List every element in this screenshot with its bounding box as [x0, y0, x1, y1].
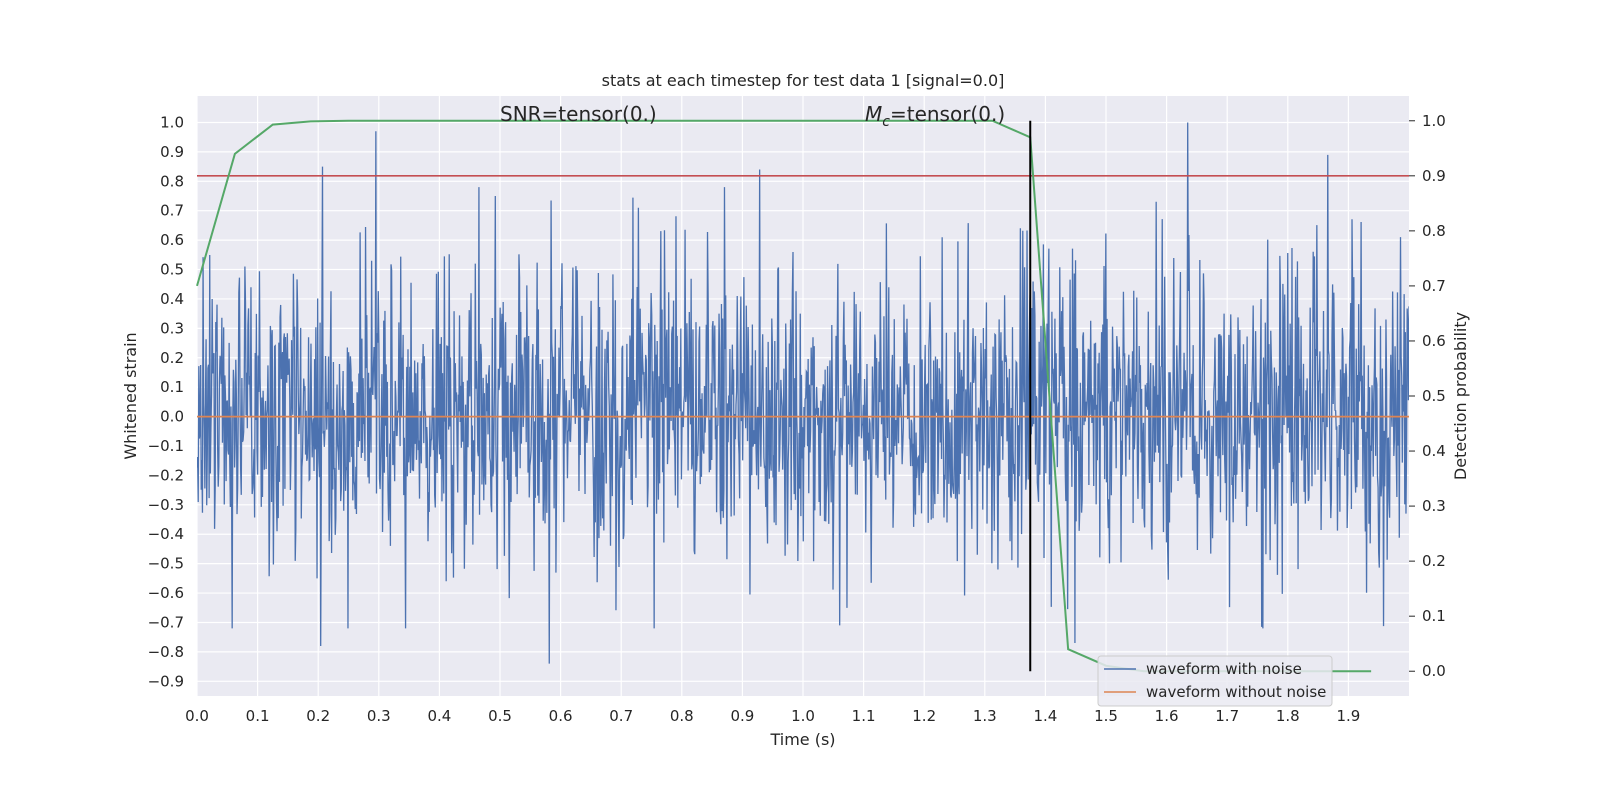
x-tick-label: 1.3	[973, 707, 997, 725]
y-axis-label: Whitened strain	[121, 332, 140, 459]
x-tick-label: 1.4	[1033, 707, 1057, 725]
x-tick-label: 0.8	[670, 707, 694, 725]
y-tick-label: −0.7	[148, 613, 184, 631]
legend-box	[1097, 655, 1333, 707]
y2-tick-label: 0.7	[1422, 277, 1446, 295]
y-tick-label: 0.7	[160, 202, 184, 220]
y2-tick-label: 0.6	[1422, 332, 1446, 350]
mc-value: =tensor(0.)	[890, 102, 1005, 126]
y-tick-label: 0.8	[160, 172, 184, 190]
y-tick-label: 0.3	[160, 319, 184, 337]
legend: waveform with noise waveform without noi…	[1097, 655, 1333, 707]
y2-tick-labels: 1.0 0.9 0.8 0.7 0.6 0.5 0.4 0.3 0.2 0.1 0.0	[1409, 112, 1446, 680]
mc-annotation: Mc=tensor(0.)	[865, 102, 1005, 130]
y-tick-labels: 1.0 0.9 0.8 0.7 0.6 0.5 0.4 0.3 0.2 0.1 0.0 −0.1 −0.…	[148, 113, 184, 690]
y2-axis-label: Detection probability	[1451, 312, 1470, 480]
y-tick-label: −0.5	[148, 555, 184, 573]
x-tick-label: 1.2	[912, 707, 936, 725]
chart-title: stats at each timestep for test data 1 […	[602, 71, 1005, 90]
x-tick-label: 0.3	[367, 707, 391, 725]
y-tick-label: 0.4	[160, 290, 184, 308]
y-tick-label: 1.0	[160, 113, 184, 131]
x-tick-label: 1.5	[1094, 707, 1118, 725]
y2-tick-label: 0.0	[1422, 662, 1446, 680]
x-tick-label: 0.2	[306, 707, 330, 725]
noise-waveform-line	[197, 122, 1409, 664]
y2-tick-label: 0.4	[1422, 442, 1446, 460]
x-tick-label: 1.6	[1155, 707, 1179, 725]
x-tick-label: 0.5	[488, 707, 512, 725]
y-tick-label: −0.8	[148, 643, 184, 661]
x-tick-label: 0.7	[609, 707, 633, 725]
x-tick-labels: 0.0 0.1 0.2 0.3 0.4 0.5 0.6 0.7 0.8 0.9 1.0 1.1 1.2 1…	[185, 707, 1360, 725]
y-tick-label: 0.0	[160, 408, 184, 426]
x-tick-label: 1.9	[1336, 707, 1360, 725]
mc-symbol: M	[865, 102, 882, 126]
y-tick-label: −0.2	[148, 466, 184, 484]
series-layer	[197, 122, 1409, 664]
y2-tick-label: 0.1	[1422, 607, 1446, 625]
y-tick-label: 0.2	[160, 349, 184, 367]
x-tick-label: 1.0	[791, 707, 815, 725]
y-tick-label: 0.1	[160, 378, 184, 396]
y2-tick-label: 0.3	[1422, 497, 1446, 515]
snr-annotation: SNR=tensor(0.)	[500, 102, 657, 126]
x-tick-label: 0.9	[730, 707, 754, 725]
x-axis-label: Time (s)	[769, 730, 835, 749]
x-tick-label: 1.7	[1215, 707, 1239, 725]
y-tick-label: −0.6	[148, 584, 184, 602]
y-tick-label: −0.1	[148, 437, 184, 455]
y-tick-label: 0.9	[160, 143, 184, 161]
y-tick-label: 0.5	[160, 261, 184, 279]
y2-tick-label: 0.8	[1422, 222, 1446, 240]
x-tick-label: 1.1	[852, 707, 876, 725]
x-tick-label: 0.6	[549, 707, 573, 725]
x-tick-label: 0.4	[427, 707, 451, 725]
x-tick-label: 0.0	[185, 707, 209, 725]
y-tick-label: −0.9	[148, 672, 184, 690]
y2-tick-label: 0.2	[1422, 552, 1446, 570]
mc-subscript: c	[882, 114, 890, 130]
legend-label-clean: waveform without noise	[1146, 683, 1326, 701]
legend-label-noise: waveform with noise	[1146, 660, 1302, 678]
y2-tick-label: 0.9	[1422, 167, 1446, 185]
y2-tick-label: 0.5	[1422, 387, 1446, 405]
y-tick-label: −0.4	[148, 525, 184, 543]
y-tick-label: 0.6	[160, 231, 184, 249]
x-tick-label: 0.1	[246, 707, 270, 725]
y2-tick-label: 1.0	[1422, 112, 1446, 130]
x-tick-label: 1.8	[1276, 707, 1300, 725]
y-tick-label: −0.3	[148, 496, 184, 514]
